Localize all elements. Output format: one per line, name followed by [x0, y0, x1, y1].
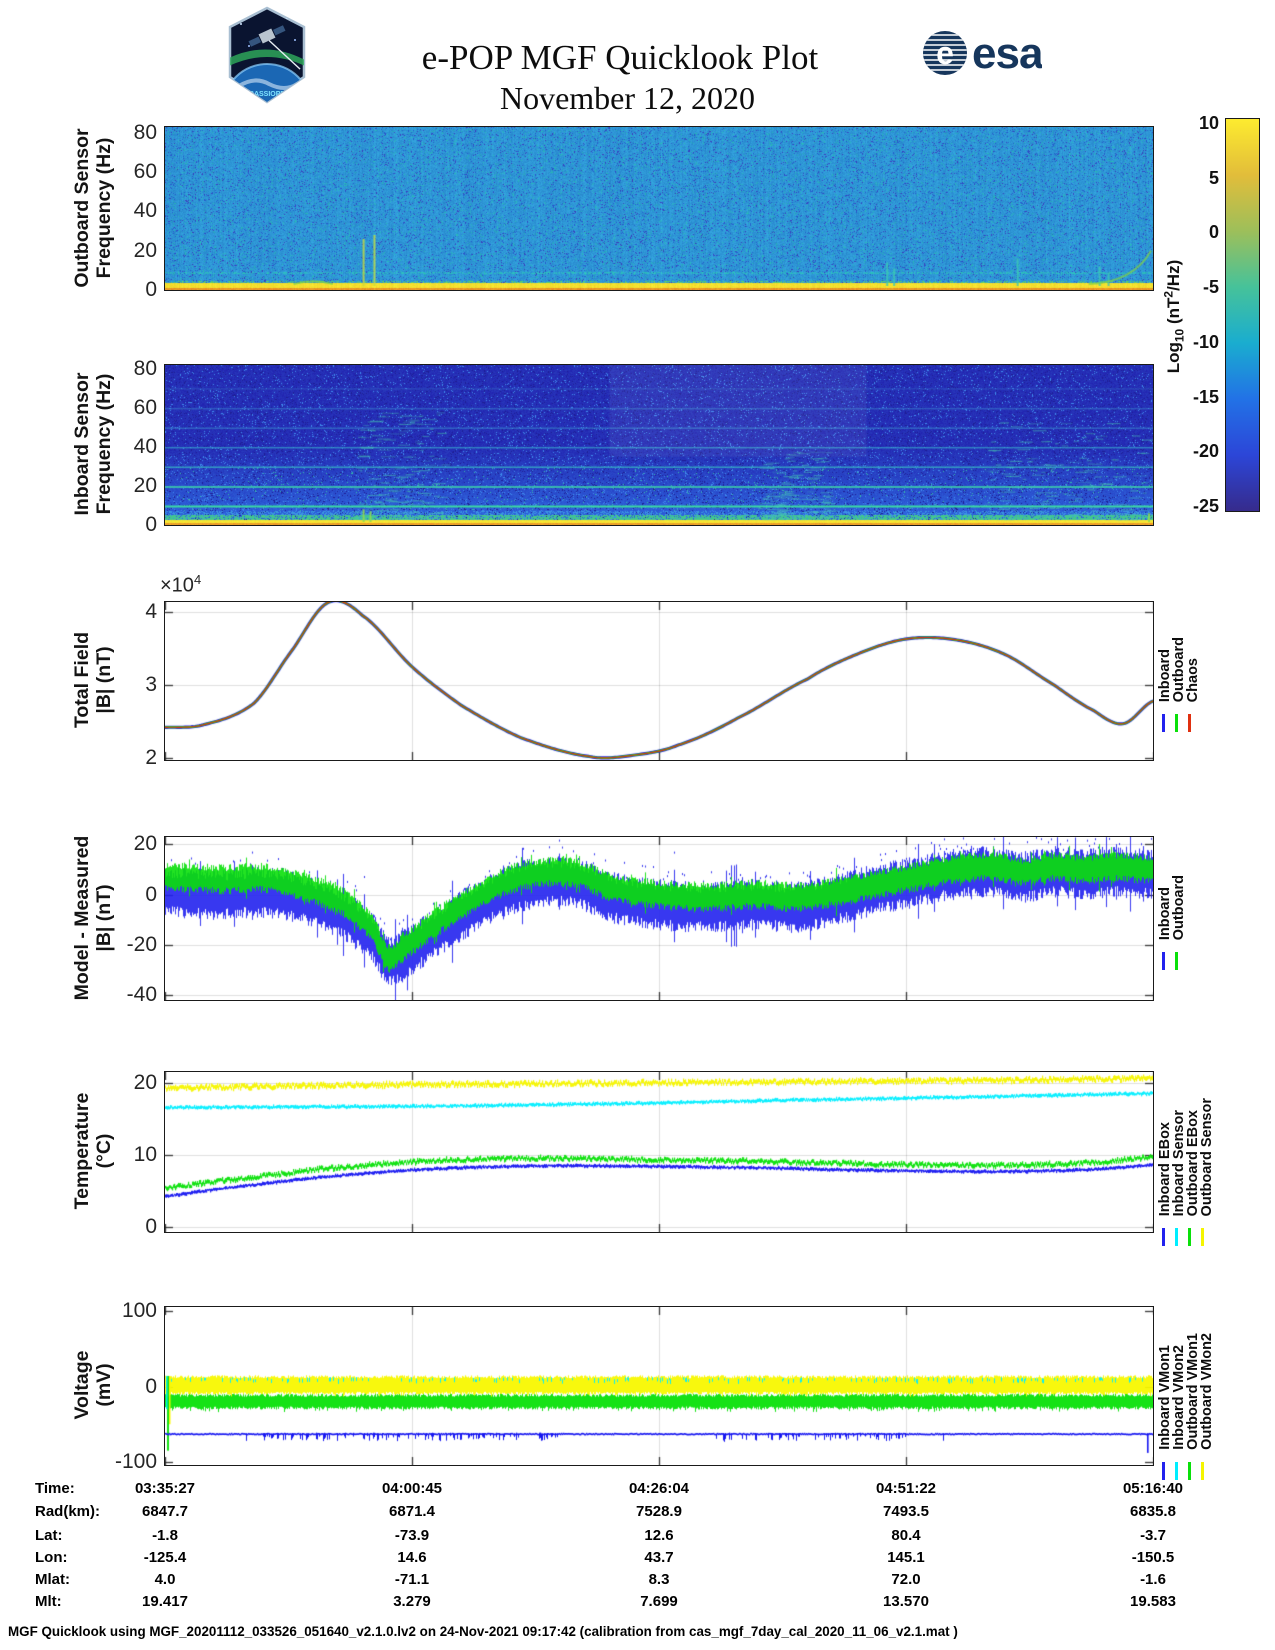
legend-label: Inboard Sensor	[1172, 1110, 1186, 1216]
temperature-legend: Inboard EBox Inboard Sensor Outboard EBox O…	[1158, 1058, 1214, 1246]
legend-swatch	[1188, 714, 1191, 732]
table-cell: 13.570	[831, 1593, 981, 1610]
svg-text:e: e	[936, 35, 954, 71]
time-tick-label: 03:35:27	[90, 1480, 240, 1497]
model_minus_measured-legend: Inboard Outboard	[1158, 848, 1186, 970]
table-row-label: Mlat:	[35, 1571, 70, 1588]
time-tick-label: 04:51:22	[831, 1480, 981, 1497]
legend-label: Inboard EBox	[1158, 1122, 1172, 1216]
table-cell: 3.279	[337, 1593, 487, 1610]
table-cell: 43.7	[584, 1549, 734, 1566]
colorbar-tick-label: -5	[1163, 277, 1219, 298]
legend-swatch	[1201, 1462, 1204, 1480]
table-cell: 7493.5	[831, 1503, 981, 1520]
legend-swatch	[1188, 1462, 1191, 1480]
table-cell: 6847.7	[90, 1503, 240, 1520]
legend-label: Outboard EBox	[1186, 1110, 1200, 1216]
legend-label: Outboard Sensor	[1200, 1098, 1214, 1216]
legend-label: Inboard VMon2	[1172, 1345, 1186, 1450]
esa-wordmark: esa	[972, 29, 1042, 78]
colorbar	[1225, 118, 1260, 512]
legend-label: Outboard	[1172, 637, 1186, 702]
legend-swatches	[1162, 1228, 1214, 1246]
table-cell: 19.583	[1078, 1593, 1228, 1610]
legend-swatch	[1162, 1228, 1165, 1246]
quicklook-figure: CASSIOPE e-POP MGF Quicklook Plot Novemb…	[0, 0, 1275, 1650]
legend-swatch	[1175, 1462, 1178, 1480]
colorbar-tick-label: 0	[1163, 222, 1219, 243]
y-axis-multiplier: ×104	[160, 572, 201, 598]
table-cell: 6871.4	[337, 1503, 487, 1520]
colorbar-tick-label: -20	[1163, 441, 1219, 462]
table-cell: 7528.9	[584, 1503, 734, 1520]
colorbar-tick-label: -10	[1163, 332, 1219, 353]
legend-label: Chaos	[1186, 658, 1200, 702]
legend-swatches	[1162, 952, 1186, 970]
legend-swatch	[1188, 1228, 1191, 1246]
table-cell: 6835.8	[1078, 1503, 1228, 1520]
footer-caption: MGF Quicklook using MGF_20201112_033526_…	[8, 1624, 958, 1639]
table-row-label: Mlt:	[35, 1593, 62, 1610]
esa-logo: e esa	[922, 26, 1042, 80]
legend-label: Outboard VMon2	[1200, 1333, 1214, 1450]
colorbar-tick-label: 10	[1163, 113, 1219, 134]
legend-swatch	[1162, 952, 1165, 970]
table-cell: 14.6	[337, 1549, 487, 1566]
table-cell: 7.699	[584, 1593, 734, 1610]
table-cell: -3.7	[1078, 1527, 1228, 1544]
legend-swatch	[1162, 1462, 1165, 1480]
inboard_spectrogram-plot	[165, 365, 1153, 525]
legend-labels: Inboard Outboard Chaos	[1158, 610, 1200, 702]
table-cell: 145.1	[831, 1549, 981, 1566]
model_minus_measured-plot	[165, 837, 1153, 1000]
time-tick-label: 04:26:04	[584, 1480, 734, 1497]
colorbar-tick-label: -25	[1163, 496, 1219, 517]
table-cell: 4.0	[90, 1571, 240, 1588]
table-cell: 80.4	[831, 1527, 981, 1544]
table-cell: -1.8	[90, 1527, 240, 1544]
plot-title: e-POP MGF Quicklook Plot	[0, 38, 1240, 78]
legend-swatch	[1175, 1228, 1178, 1246]
table-cell: -71.1	[337, 1571, 487, 1588]
legend-label: Inboard VMon1	[1158, 1345, 1172, 1450]
colorbar-tick-label: 5	[1163, 168, 1219, 189]
table-cell: 12.6	[584, 1527, 734, 1544]
table-row-label: Lon:	[35, 1549, 67, 1566]
legend-labels: Inboard EBox Inboard Sensor Outboard EBox O…	[1158, 1058, 1214, 1216]
voltage-legend: Inboard VMon1 Inboard VMon2 Outboard VMon1…	[1158, 1300, 1214, 1480]
total_field-plot	[165, 602, 1153, 760]
table-cell: 19.417	[90, 1593, 240, 1610]
legend-label: Outboard VMon1	[1186, 1333, 1200, 1450]
table-row-label: Lat:	[35, 1527, 63, 1544]
voltage-plot	[165, 1307, 1153, 1465]
legend-label: Inboard	[1158, 649, 1172, 702]
legend-swatch	[1175, 714, 1178, 732]
time-tick-label: 05:16:40	[1078, 1480, 1228, 1497]
table-cell: -150.5	[1078, 1549, 1228, 1566]
legend-label: Outboard	[1172, 875, 1186, 940]
legend-label: Inboard	[1158, 887, 1172, 940]
esa-globe-icon: e	[922, 30, 968, 78]
table-cell: -1.6	[1078, 1571, 1228, 1588]
time-tick-label: 04:00:45	[337, 1480, 487, 1497]
table-cell: -73.9	[337, 1527, 487, 1544]
table-cell: -125.4	[90, 1549, 240, 1566]
legend-labels: Inboard Outboard	[1158, 848, 1186, 940]
legend-swatches	[1162, 714, 1200, 732]
plot-date: November 12, 2020	[0, 80, 1255, 117]
temperature-plot	[165, 1072, 1153, 1232]
table-cell: 72.0	[831, 1571, 981, 1588]
legend-swatches	[1162, 1462, 1214, 1480]
colorbar-tick-label: -15	[1163, 387, 1219, 408]
table-row-label: Time:	[35, 1480, 75, 1497]
legend-labels: Inboard VMon1 Inboard VMon2 Outboard VMon1…	[1158, 1300, 1214, 1450]
legend-swatch	[1201, 1228, 1204, 1246]
table-cell: 8.3	[584, 1571, 734, 1588]
legend-swatch	[1175, 952, 1178, 970]
outboard_spectrogram-plot	[165, 127, 1153, 290]
legend-swatch	[1162, 714, 1165, 732]
total_field-legend: Inboard Outboard Chaos	[1158, 610, 1200, 732]
